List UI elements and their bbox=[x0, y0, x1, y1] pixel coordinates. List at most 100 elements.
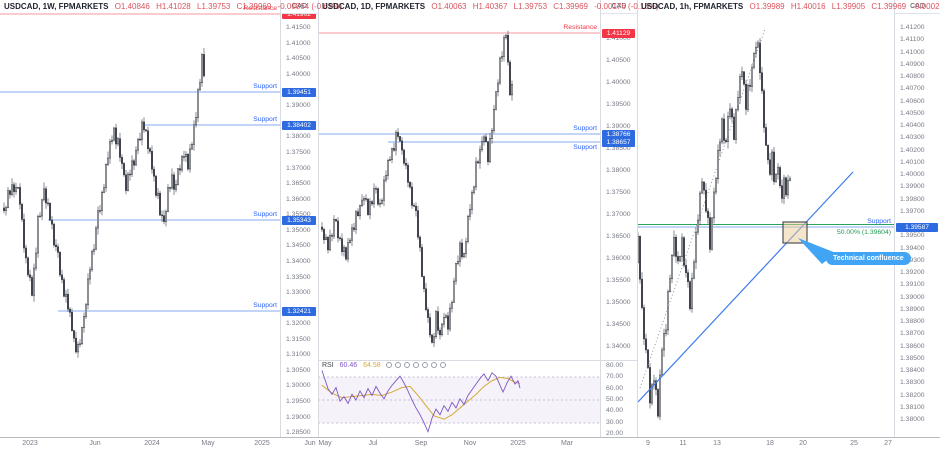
price-tag-support[interactable]: 1.38402 bbox=[282, 120, 316, 130]
candle-body bbox=[5, 207, 8, 211]
currency-label[interactable]: CAD bbox=[601, 0, 637, 14]
candle-body bbox=[500, 56, 503, 59]
candle-body bbox=[488, 138, 491, 163]
currency-label[interactable]: CAD bbox=[281, 0, 318, 14]
candle-body bbox=[410, 186, 413, 206]
indicator-dot[interactable] bbox=[412, 362, 419, 369]
rsi-settings-dots[interactable] bbox=[383, 362, 446, 369]
candle-body bbox=[141, 121, 144, 140]
confluence-highlight-box[interactable] bbox=[782, 221, 808, 244]
candle-body bbox=[165, 211, 168, 222]
candle-body bbox=[434, 311, 437, 337]
price-tag-support[interactable]: 1.38766 bbox=[602, 129, 635, 139]
ascending-trendline[interactable] bbox=[638, 171, 854, 403]
candle-body bbox=[668, 278, 671, 292]
chart-canvas[interactable] bbox=[0, 0, 940, 437]
candle-body bbox=[446, 315, 449, 330]
candle-body bbox=[442, 317, 445, 325]
currency-label[interactable]: CAD bbox=[895, 0, 940, 14]
price-tick-label: 1.38200 bbox=[900, 392, 925, 399]
rsi-value: 60.46 bbox=[339, 362, 358, 369]
pane-axis-divider bbox=[600, 0, 601, 437]
pane-divider[interactable] bbox=[637, 0, 638, 437]
price-tick-label: 1.38600 bbox=[900, 343, 925, 350]
dotted-trendline[interactable] bbox=[639, 28, 766, 389]
rsi-pane[interactable] bbox=[318, 370, 600, 434]
pane-divider[interactable] bbox=[318, 0, 319, 437]
price-tag-support[interactable]: 1.39587 bbox=[896, 222, 938, 232]
pane-hourly[interactable] bbox=[633, 28, 894, 421]
candle-body bbox=[682, 237, 685, 266]
indicator-dot[interactable] bbox=[385, 362, 392, 369]
candle-body bbox=[738, 76, 741, 98]
candle-body bbox=[766, 144, 769, 161]
candle-body bbox=[772, 151, 775, 182]
rsi-pane-divider[interactable] bbox=[318, 360, 637, 361]
candle-body bbox=[718, 141, 721, 151]
price-tag-resistance[interactable]: 1.41129 bbox=[602, 28, 635, 38]
indicator-dot[interactable] bbox=[394, 362, 401, 369]
candle-body bbox=[776, 167, 779, 175]
candle-body bbox=[398, 136, 401, 142]
candle-body bbox=[153, 168, 156, 177]
candle-body bbox=[692, 261, 695, 279]
price-tick-label: 1.39200 bbox=[900, 269, 925, 276]
candle-body bbox=[496, 82, 499, 93]
price-tag-support[interactable]: 1.32421 bbox=[282, 306, 316, 316]
candle-body bbox=[758, 42, 761, 74]
candle-body bbox=[508, 61, 511, 96]
candle-body bbox=[179, 168, 182, 171]
price-tick-label: 1.32000 bbox=[286, 320, 311, 327]
ohlc-low: L1.39753 bbox=[513, 2, 548, 11]
time-tick-label: May bbox=[201, 440, 215, 447]
pane-weekly[interactable] bbox=[0, 13, 280, 358]
price-tick-label: 1.35500 bbox=[286, 211, 311, 218]
candle-body bbox=[730, 108, 733, 118]
candle-body bbox=[638, 236, 641, 280]
price-tag-resistance[interactable]: 1.41902 bbox=[282, 9, 316, 19]
candle-body bbox=[2, 207, 5, 211]
indicator-dot[interactable] bbox=[421, 362, 428, 369]
time-tick-label: 11 bbox=[679, 440, 687, 447]
candle-body bbox=[762, 90, 765, 128]
candle-body bbox=[105, 164, 108, 189]
indicator-dot[interactable] bbox=[403, 362, 410, 369]
candle-body bbox=[712, 191, 715, 219]
price-tick-label: 1.37500 bbox=[606, 189, 631, 196]
candle-body bbox=[702, 181, 705, 191]
price-tick-label: 1.39100 bbox=[900, 281, 925, 288]
price-tick-label: 1.35000 bbox=[606, 299, 631, 306]
candle-body bbox=[26, 257, 29, 276]
pane-header-hourly: USDCAD, 1h, FPMARKETS O1.39989 H1.40016 … bbox=[641, 2, 940, 11]
candle-body bbox=[93, 248, 96, 252]
candle-body bbox=[46, 202, 49, 205]
candle-body bbox=[362, 198, 365, 201]
technical-confluence-callout[interactable]: Technical confluence bbox=[826, 252, 911, 265]
candle-body bbox=[633, 271, 634, 274]
rsi-indicator-legend[interactable]: RSI 60.46 64.58 bbox=[322, 362, 446, 369]
pane-daily[interactable] bbox=[318, 30, 600, 347]
price-tick-label: 1.38500 bbox=[900, 355, 925, 362]
indicator-dot[interactable] bbox=[430, 362, 437, 369]
candle-body bbox=[109, 141, 112, 159]
candle-body bbox=[28, 274, 31, 278]
price-tag-support[interactable]: 1.38657 bbox=[602, 137, 635, 147]
price-tick-label: 1.40500 bbox=[286, 55, 311, 62]
rsi-label: RSI bbox=[322, 362, 334, 369]
candle-body bbox=[71, 311, 74, 331]
indicator-dot[interactable] bbox=[439, 362, 446, 369]
candle-body bbox=[510, 84, 513, 96]
price-tick-label: 1.38800 bbox=[900, 318, 925, 325]
candle-body bbox=[390, 148, 393, 160]
candle-body bbox=[344, 247, 347, 260]
time-tick-label: 2025 bbox=[254, 440, 270, 447]
price-tag-support[interactable]: 1.35343 bbox=[282, 215, 316, 225]
candle-body bbox=[484, 136, 487, 143]
price-tick-label: 1.31000 bbox=[286, 351, 311, 358]
pane-axis-divider bbox=[280, 0, 281, 437]
candle-body bbox=[648, 367, 651, 404]
resistance-label: Resistance bbox=[243, 5, 277, 12]
support-label: Support bbox=[253, 83, 277, 90]
price-tag-support[interactable]: 1.39451 bbox=[282, 87, 316, 97]
candle-body bbox=[143, 121, 146, 131]
